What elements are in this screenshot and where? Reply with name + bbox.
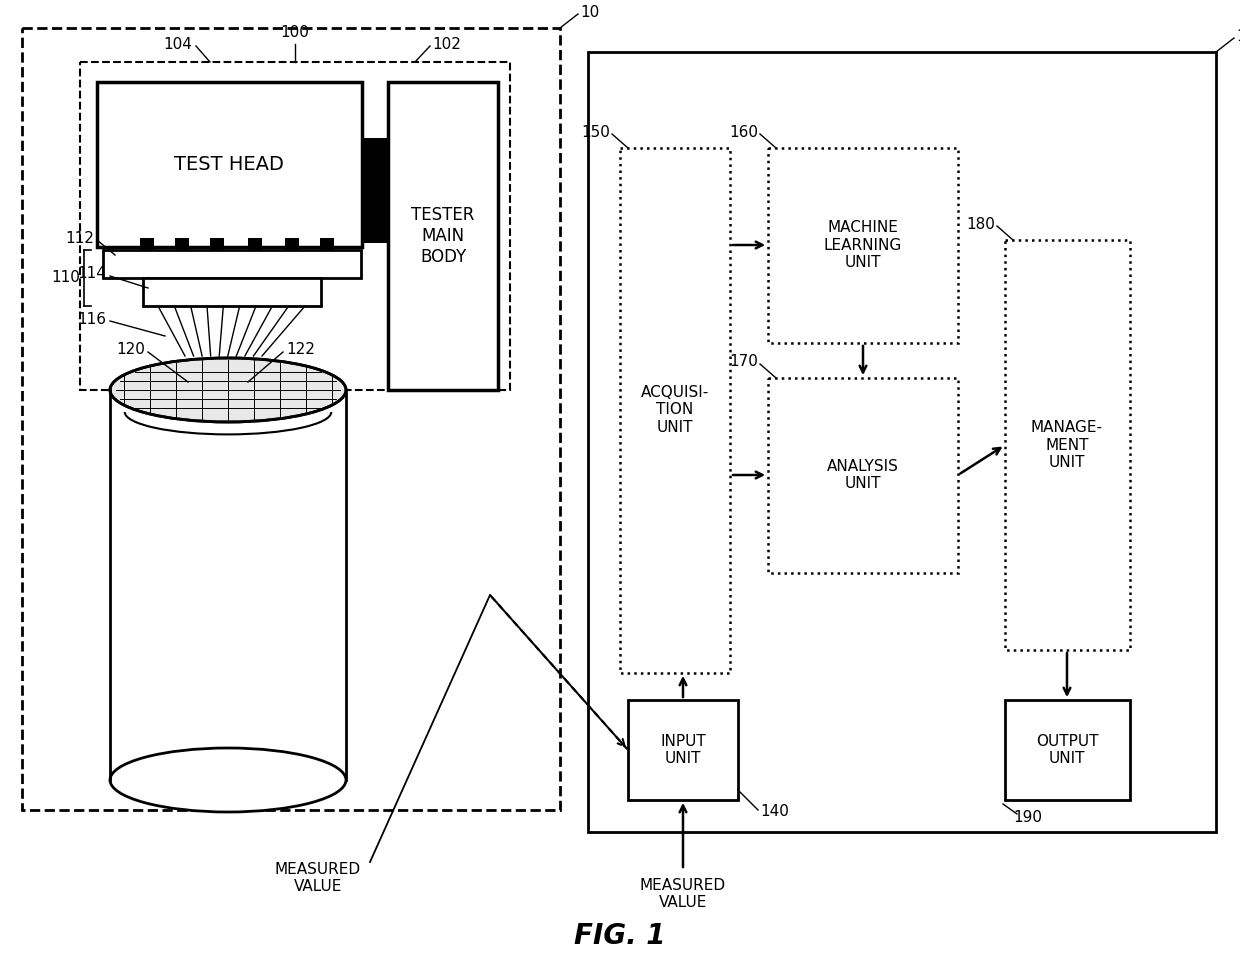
Text: MEASURED
VALUE: MEASURED VALUE xyxy=(640,878,727,911)
Text: 116: 116 xyxy=(77,312,105,328)
Text: 190: 190 xyxy=(1013,810,1042,826)
Text: 102: 102 xyxy=(432,37,461,51)
Text: 130: 130 xyxy=(1236,28,1240,44)
Text: 10: 10 xyxy=(580,5,599,19)
Bar xyxy=(362,138,391,243)
Text: 100: 100 xyxy=(280,25,310,40)
Text: MANAGE-
MENT
UNIT: MANAGE- MENT UNIT xyxy=(1030,421,1104,470)
Text: 112: 112 xyxy=(66,231,94,245)
Bar xyxy=(143,278,321,306)
Text: TEST HEAD: TEST HEAD xyxy=(174,154,284,173)
Text: 120: 120 xyxy=(117,342,145,358)
Text: TESTER
MAIN
BODY: TESTER MAIN BODY xyxy=(412,206,475,266)
Bar xyxy=(768,378,959,573)
Text: 160: 160 xyxy=(729,124,758,140)
Text: ANALYSIS
UNIT: ANALYSIS UNIT xyxy=(827,458,899,491)
Bar xyxy=(241,380,275,398)
Bar xyxy=(248,238,262,251)
Bar xyxy=(627,700,738,800)
Bar xyxy=(103,250,361,278)
Bar xyxy=(320,238,334,251)
Text: 170: 170 xyxy=(729,355,758,369)
Text: 140: 140 xyxy=(760,804,789,820)
Bar xyxy=(97,82,362,247)
Bar xyxy=(285,238,299,251)
Text: FIG. 1: FIG. 1 xyxy=(574,922,666,950)
Text: ACQUISI-
TION
UNIT: ACQUISI- TION UNIT xyxy=(641,385,709,435)
Bar xyxy=(210,238,224,251)
Text: MEASURED
VALUE: MEASURED VALUE xyxy=(275,862,361,894)
Ellipse shape xyxy=(110,748,346,812)
Ellipse shape xyxy=(110,358,346,422)
Bar xyxy=(1004,700,1130,800)
Text: 114: 114 xyxy=(77,266,105,282)
Bar xyxy=(768,148,959,343)
Bar xyxy=(22,28,560,810)
Text: 180: 180 xyxy=(966,216,994,232)
Text: 110: 110 xyxy=(51,270,81,286)
Text: 104: 104 xyxy=(164,37,192,51)
Text: MACHINE
LEARNING
UNIT: MACHINE LEARNING UNIT xyxy=(823,220,903,270)
Text: 122: 122 xyxy=(286,342,315,358)
Bar xyxy=(175,238,188,251)
Bar xyxy=(620,148,730,673)
Text: OUTPUT
UNIT: OUTPUT UNIT xyxy=(1035,734,1099,766)
Bar xyxy=(1004,240,1130,650)
Bar xyxy=(140,238,154,251)
Bar xyxy=(81,62,510,390)
Bar xyxy=(388,82,498,390)
Text: INPUT
UNIT: INPUT UNIT xyxy=(660,734,706,766)
Text: 150: 150 xyxy=(582,124,610,140)
Bar xyxy=(588,52,1216,832)
